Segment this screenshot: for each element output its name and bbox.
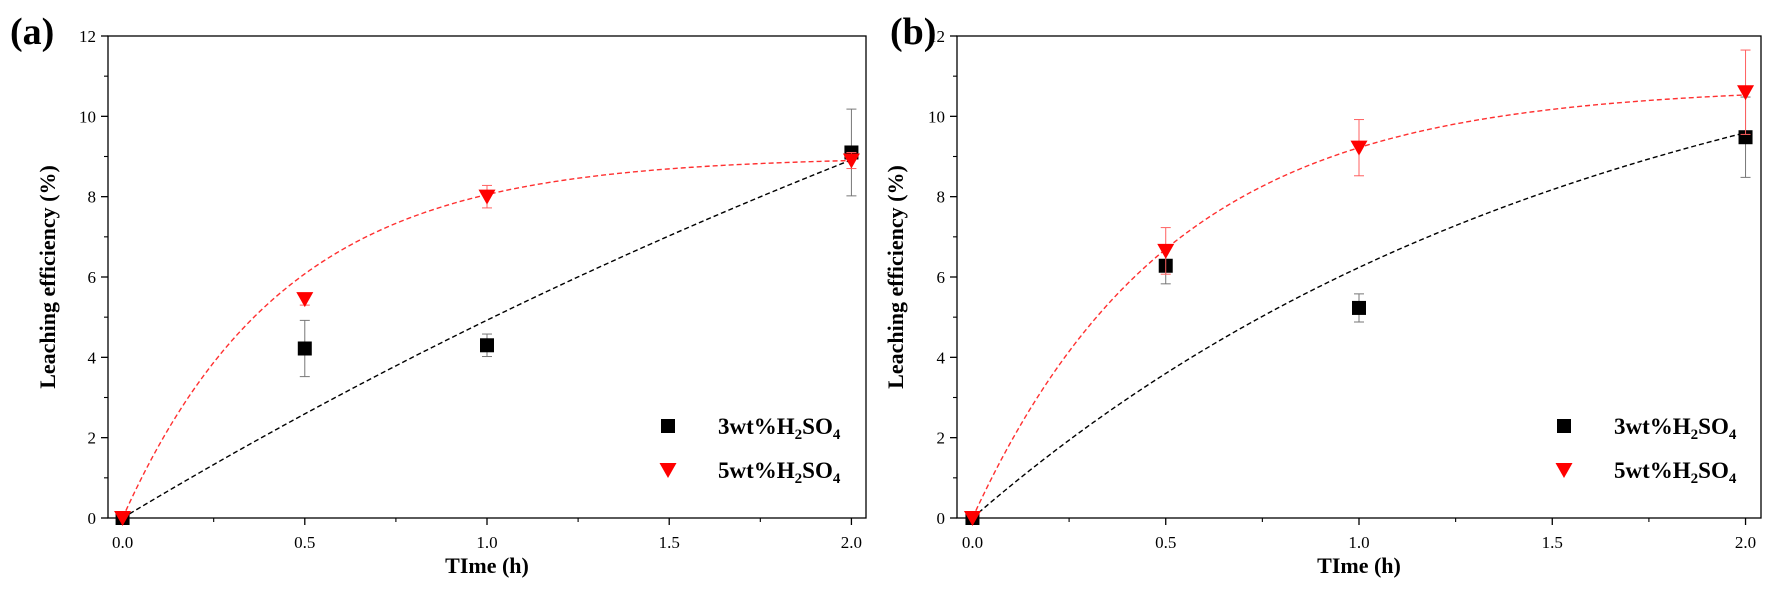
legend-entry-3wt: 3wt%H2SO4 [661,414,841,443]
legend-subscript: 2 [795,471,803,487]
x-tick-label: 1.5 [659,533,680,552]
y-tick-label: 10 [79,107,96,126]
series-5wt [114,151,860,526]
legend-marker [661,419,675,433]
legend-subscript: 4 [833,471,841,487]
data-point [297,341,312,356]
legend-text-part: SO [802,458,833,483]
x-tick-label: 1.5 [1542,533,1563,552]
legend-subscript: 4 [833,427,841,443]
data-point [1352,300,1366,315]
x-tick-label: 1.0 [1348,533,1369,552]
y-tick-label: 8 [937,188,946,207]
fit-curve [972,131,1746,519]
series-5wt [963,49,1755,526]
legend-subscript: 2 [1691,471,1699,487]
data-point [1350,140,1368,156]
data-point [963,511,981,526]
y-tick-label: 2 [937,429,946,448]
legend-text-part: 5wt%H [1614,458,1691,483]
legend-text-part: 3wt%H [718,414,795,439]
legend-marker [659,463,677,478]
x-axis-title: TIme (h) [445,553,529,578]
legend-label: 3wt%H2SO4 [718,414,841,443]
y-axis-title: Leaching efficiency (%) [35,165,60,389]
y-tick-label: 6 [88,268,97,287]
x-axis-title: TIme (h) [1317,553,1401,578]
x-tick-label: 0.0 [112,533,133,552]
x-tick-label: 2.0 [841,533,862,552]
legend-label: 5wt%H2SO4 [1614,458,1737,487]
x-tick-label: 1.0 [476,533,497,552]
chart-panel-b: (b) 0.0 0.5 1.0 1.5 2.0 0 2 4 6 8 10 12 TIme (h) Leach… [883,11,1762,578]
y-tick-label: 4 [937,348,946,367]
x-tick-label: 0.5 [1155,533,1176,552]
legend-marker [1557,419,1571,433]
fit-curve [122,159,852,519]
y-tick-label: 6 [937,268,946,287]
legend-subscript: 4 [1729,471,1737,487]
legend-label: 5wt%H2SO4 [718,458,841,487]
data-point [1737,85,1755,101]
data-point [114,511,132,526]
y-tick-label: 0 [937,509,946,528]
data-point [480,338,494,353]
legend-subscript: 4 [1729,427,1737,443]
legend-entry-5wt: 5wt%H2SO4 [1555,458,1737,487]
y-tick-label: 12 [79,27,96,46]
x-tick-label: 2.0 [1735,533,1756,552]
legend-subscript: 2 [1691,427,1699,443]
legend-label: 3wt%H2SO4 [1614,414,1737,443]
y-tick-label: 10 [928,107,945,126]
plot-frame [956,35,1762,519]
x-tick-label: 0.0 [962,533,983,552]
y-axis-title: Leaching efficiency (%) [883,165,908,389]
data-point [1738,130,1753,145]
legend-text-part: SO [802,414,833,439]
data-point [842,153,860,169]
y-tick-label: 4 [88,348,97,367]
data-point [1157,243,1175,259]
data-point [296,292,314,308]
panel-label: (a) [10,11,54,53]
plot-frame [107,35,867,519]
legend-marker [1555,463,1573,478]
legend-text-part: SO [1698,414,1729,439]
chart-panel-a: (a) 0.0 0.5 1.0 1.5 2.0 0 2 4 6 8 10 12 TIme (h) Leach… [10,11,867,578]
legend-text-part: 5wt%H [718,458,795,483]
data-point [478,189,496,205]
y-tick-label: 2 [88,429,97,448]
legend-text-part: SO [1698,458,1729,483]
panel-label: (b) [890,11,936,53]
x-tick-label: 0.5 [294,533,315,552]
legend-text-part: 3wt%H [1614,414,1691,439]
y-tick-label: 0 [88,509,97,528]
legend-subscript: 2 [795,427,803,443]
y-tick-label: 12 [928,27,945,46]
y-tick-label: 8 [88,188,97,207]
legend-entry-3wt: 3wt%H2SO4 [1557,414,1737,443]
legend-entry-5wt: 5wt%H2SO4 [659,458,841,487]
